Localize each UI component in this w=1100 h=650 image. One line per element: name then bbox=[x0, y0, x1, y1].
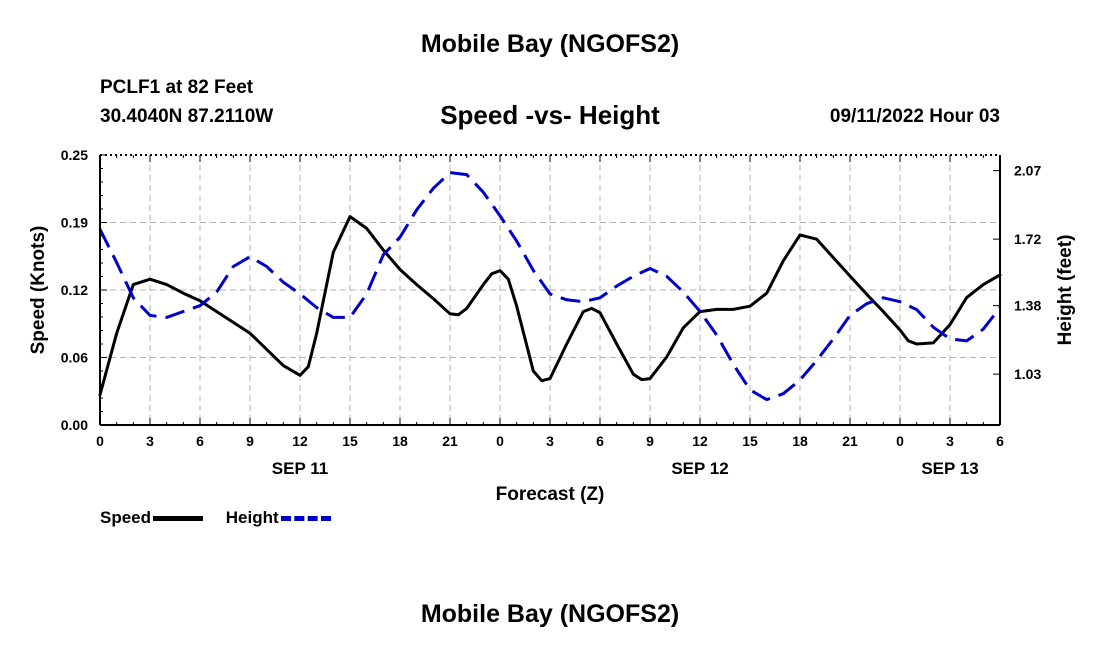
axes-layer bbox=[99, 154, 1001, 426]
legend-item-speed: Speed bbox=[100, 508, 204, 528]
x-tick-label: 6 bbox=[596, 433, 604, 449]
forecast-datetime: 09/11/2022 Hour 03 bbox=[829, 106, 1000, 127]
chart-subtitle: Speed -vs- Height bbox=[440, 100, 660, 130]
date-label: SEP 12 bbox=[671, 459, 728, 478]
coordinates-label: 30.4040N 87.2110W bbox=[100, 106, 274, 127]
legend: Speed Height bbox=[100, 508, 349, 528]
x-tick-label: 21 bbox=[442, 433, 458, 449]
grid-layer bbox=[100, 155, 1000, 425]
y-tick-label: 0.25 bbox=[61, 147, 88, 163]
x-tick-label: 15 bbox=[742, 433, 758, 449]
x-tick-label: 0 bbox=[896, 433, 904, 449]
x-tick-label: 3 bbox=[946, 433, 954, 449]
legend-label-speed: Speed bbox=[100, 508, 152, 527]
x-tick-label: 6 bbox=[196, 433, 204, 449]
series-layer bbox=[98, 171, 1002, 402]
y-tick-label: 0.06 bbox=[61, 350, 88, 366]
y2-tick-label: 2.07 bbox=[1014, 163, 1041, 179]
x-tick-label: 12 bbox=[692, 433, 708, 449]
date-label: SEP 13 bbox=[921, 459, 978, 478]
y-tick-label: 0.00 bbox=[61, 417, 88, 433]
y-tick-label: 0.12 bbox=[61, 282, 88, 298]
series-line-speed bbox=[98, 215, 1002, 397]
x-tick-label: 18 bbox=[392, 433, 408, 449]
y2-tick-label: 1.03 bbox=[1014, 366, 1041, 382]
chart-title: Mobile Bay (NGOFS2) bbox=[420, 30, 680, 58]
x-tick-label: 3 bbox=[146, 433, 154, 449]
y2-tick-label: 1.72 bbox=[1014, 231, 1041, 247]
x-tick-label: 12 bbox=[292, 433, 308, 449]
x-axis-title: Forecast (Z) bbox=[496, 484, 605, 505]
y-tick-label: 0.19 bbox=[61, 215, 88, 231]
x-tick-label: 21 bbox=[842, 433, 858, 449]
date-label: SEP 11 bbox=[272, 459, 328, 478]
x-tick-label: 9 bbox=[646, 433, 654, 449]
x-tick-label: 3 bbox=[546, 433, 554, 449]
x-tick-label: 6 bbox=[996, 433, 1004, 449]
x-tick-label: 0 bbox=[496, 433, 504, 449]
x-tick-label: 18 bbox=[792, 433, 808, 449]
series-line-height bbox=[98, 171, 1002, 402]
labels-layer: 0 3 6 9 12 15 18 21 0 3 6 9 12 15 18 21 0 3 6 0.00 0.06 0.12 0… bbox=[28, 147, 1076, 505]
y-axis-title: Speed (Knots) bbox=[28, 226, 49, 355]
y2-axis-title: Height (feet) bbox=[1055, 235, 1076, 346]
station-label: PCLF1 at 82 Feet bbox=[100, 77, 254, 98]
x-tick-label: 0 bbox=[96, 433, 104, 449]
bottom-title: Mobile Bay (NGOFS2) bbox=[420, 600, 680, 628]
x-tick-label: 15 bbox=[342, 433, 358, 449]
legend-label-height: Height bbox=[225, 508, 279, 527]
legend-item-height: Height bbox=[226, 508, 331, 528]
x-tick-label: 9 bbox=[246, 433, 254, 449]
y2-tick-label: 1.38 bbox=[1014, 298, 1041, 314]
legend-swatch-height bbox=[280, 515, 331, 521]
legend-swatch-speed bbox=[153, 515, 204, 521]
